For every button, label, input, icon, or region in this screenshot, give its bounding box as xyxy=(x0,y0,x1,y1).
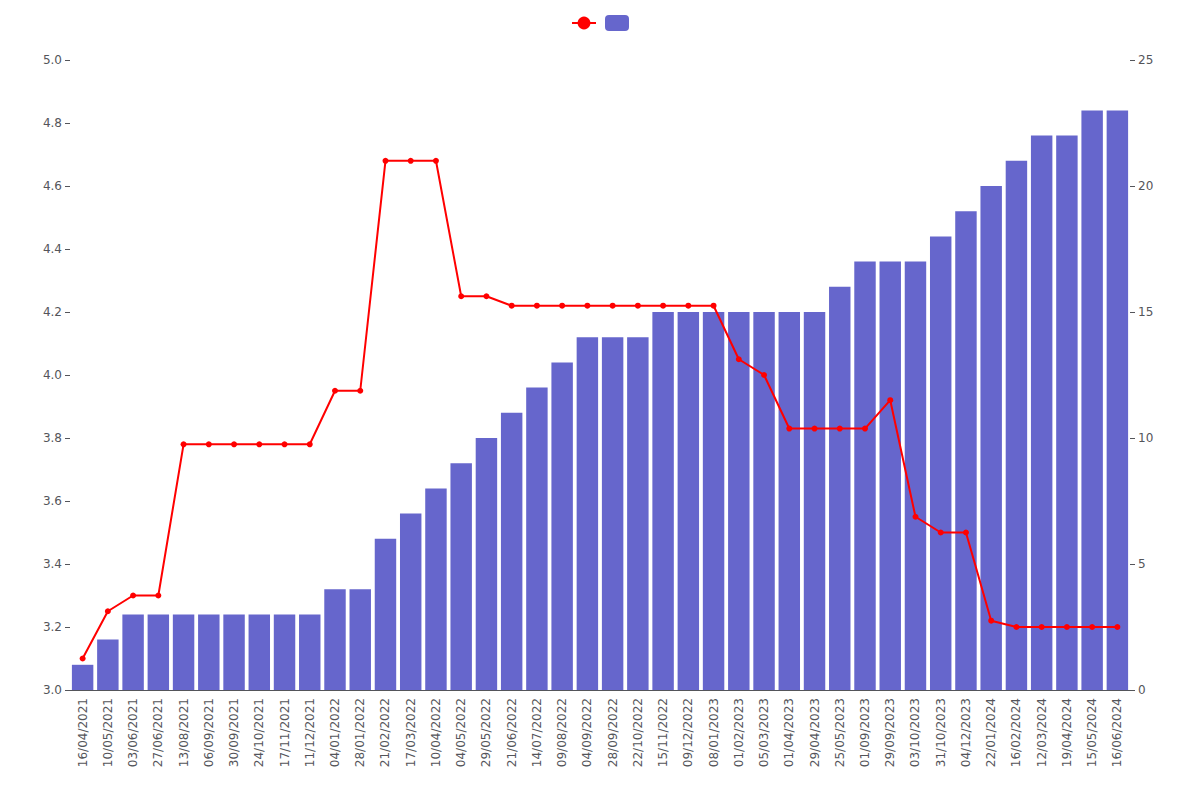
svg-text:16/06/2024: 16/06/2024 xyxy=(1110,698,1124,767)
svg-text:01/02/2023: 01/02/2023 xyxy=(732,698,746,767)
svg-text:28/09/2022: 28/09/2022 xyxy=(606,698,620,767)
svg-text:29/05/2022: 29/05/2022 xyxy=(479,698,493,767)
svg-text:5: 5 xyxy=(1138,557,1146,571)
svg-text:04/01/2022: 04/01/2022 xyxy=(328,698,342,767)
svg-text:21/06/2022: 21/06/2022 xyxy=(505,698,519,767)
svg-text:22/01/2024: 22/01/2024 xyxy=(984,698,998,767)
svg-text:09/12/2022: 09/12/2022 xyxy=(681,698,695,767)
svg-text:11/12/2021: 11/12/2021 xyxy=(303,698,317,767)
svg-text:17/11/2021: 17/11/2021 xyxy=(278,698,292,767)
svg-text:04/09/2022: 04/09/2022 xyxy=(580,698,594,767)
svg-text:4.0: 4.0 xyxy=(43,368,62,382)
svg-text:04/12/2023: 04/12/2023 xyxy=(959,698,973,767)
svg-text:15/11/2022: 15/11/2022 xyxy=(656,698,670,767)
svg-text:15/05/2024: 15/05/2024 xyxy=(1085,698,1099,767)
svg-text:3.6: 3.6 xyxy=(43,494,62,508)
svg-text:3.0: 3.0 xyxy=(43,683,62,697)
svg-text:4.6: 4.6 xyxy=(43,179,62,193)
svg-text:19/04/2024: 19/04/2024 xyxy=(1060,698,1074,767)
svg-text:04/05/2022: 04/05/2022 xyxy=(454,698,468,767)
svg-text:3.8: 3.8 xyxy=(43,431,62,445)
svg-text:5.0: 5.0 xyxy=(43,53,62,67)
svg-text:08/01/2023: 08/01/2023 xyxy=(707,698,721,767)
svg-text:01/09/2023: 01/09/2023 xyxy=(858,698,872,767)
svg-text:3.4: 3.4 xyxy=(43,557,62,571)
svg-text:10/05/2021: 10/05/2021 xyxy=(101,698,115,767)
svg-text:25/05/2023: 25/05/2023 xyxy=(833,698,847,767)
svg-text:4.8: 4.8 xyxy=(43,116,62,130)
svg-text:4.2: 4.2 xyxy=(43,305,62,319)
svg-text:16/04/2021: 16/04/2021 xyxy=(76,698,90,767)
svg-text:16/02/2024: 16/02/2024 xyxy=(1009,698,1023,767)
svg-text:29/04/2023: 29/04/2023 xyxy=(808,698,822,767)
svg-text:22/10/2022: 22/10/2022 xyxy=(631,698,645,767)
svg-text:4.4: 4.4 xyxy=(43,242,62,256)
svg-text:03/10/2023: 03/10/2023 xyxy=(908,698,922,767)
svg-text:09/08/2022: 09/08/2022 xyxy=(555,698,569,767)
svg-text:05/03/2023: 05/03/2023 xyxy=(757,698,771,767)
svg-text:15: 15 xyxy=(1138,305,1153,319)
svg-text:31/10/2023: 31/10/2023 xyxy=(934,698,948,767)
svg-text:10/04/2022: 10/04/2022 xyxy=(429,698,443,767)
svg-text:12/03/2024: 12/03/2024 xyxy=(1035,698,1049,767)
svg-text:13/08/2021: 13/08/2021 xyxy=(177,698,191,767)
svg-text:06/09/2021: 06/09/2021 xyxy=(202,698,216,767)
svg-text:25: 25 xyxy=(1138,53,1153,67)
svg-text:17/03/2022: 17/03/2022 xyxy=(404,698,418,767)
svg-text:01/04/2023: 01/04/2023 xyxy=(782,698,796,767)
svg-text:10: 10 xyxy=(1138,431,1153,445)
svg-text:03/06/2021: 03/06/2021 xyxy=(126,698,140,767)
svg-text:14/07/2022: 14/07/2022 xyxy=(530,698,544,767)
svg-text:24/10/2021: 24/10/2021 xyxy=(252,698,266,767)
svg-text:30/09/2021: 30/09/2021 xyxy=(227,698,241,767)
svg-text:3.2: 3.2 xyxy=(43,620,62,634)
svg-text:29/09/2023: 29/09/2023 xyxy=(883,698,897,767)
svg-text:27/06/2021: 27/06/2021 xyxy=(151,698,165,767)
svg-text:20: 20 xyxy=(1138,179,1153,193)
svg-text:0: 0 xyxy=(1138,683,1146,697)
svg-text:21/02/2022: 21/02/2022 xyxy=(378,698,392,767)
svg-text:28/01/2022: 28/01/2022 xyxy=(353,698,367,767)
